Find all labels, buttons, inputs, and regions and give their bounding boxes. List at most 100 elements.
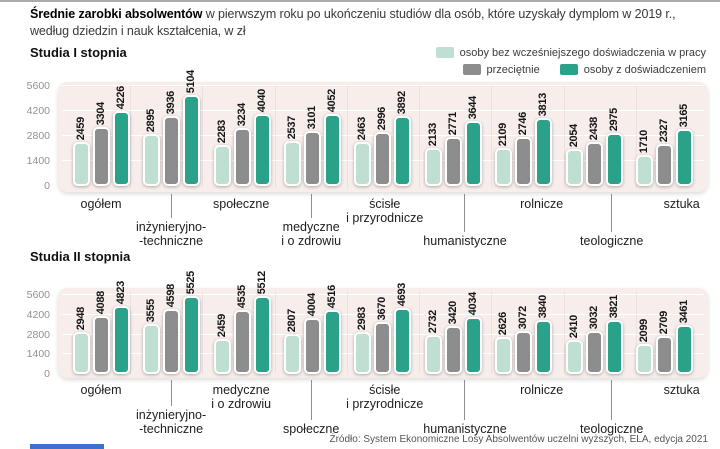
category-label-line: i o zdrowiu: [211, 397, 272, 411]
bar-group: 2099 2709 3461: [636, 300, 694, 378]
category-connector-line: [310, 380, 312, 420]
bar-series-1: [92, 316, 110, 374]
category-label-line: humanistyczne: [423, 234, 507, 248]
bar-value-label: 2410: [567, 314, 580, 338]
bar-value-label: 2054: [567, 123, 580, 147]
section-title-studia-i: Studia I stopnia: [30, 45, 127, 60]
category-label: rolnicze: [507, 194, 577, 248]
bar-group: 2948 4088 4823: [72, 281, 130, 378]
y-tick-label: 1400: [26, 155, 50, 167]
bar-value-label: 2746: [517, 111, 530, 135]
category-label: medyczne i o zdrowiu: [206, 380, 276, 436]
bar-unit: 3165: [676, 104, 694, 186]
bar-value-label: 2099: [638, 318, 651, 342]
bar-unit: 4693: [394, 283, 412, 374]
category-label-line: społeczne: [283, 422, 340, 436]
bar-unit: 4088: [92, 291, 110, 374]
group-separator: [419, 292, 421, 374]
x-axis-labels: ogółem inżynieryjno- -techniczne medyczne i …: [58, 380, 708, 436]
bar-value-label: 3304: [94, 101, 107, 125]
category-connector-line: [464, 194, 466, 232]
bar-series-0: [424, 148, 442, 186]
bar-series-2: [676, 129, 694, 186]
bar-group: 3555 4598 5525: [143, 271, 201, 378]
bar-unit: 2948: [72, 307, 90, 374]
bar-unit: 3304: [92, 101, 110, 186]
bar-unit: 3644: [464, 96, 482, 186]
group-separator: [491, 86, 493, 188]
bar-value-label: 4052: [326, 88, 339, 112]
bar-value-label: 3032: [587, 305, 600, 329]
bar-series-2: [324, 114, 342, 186]
legend-swatch-average: [462, 64, 481, 75]
group-separator: [563, 292, 565, 374]
section-title-studia-ii: Studia II stopnia: [30, 249, 131, 264]
category-label-line: -techniczne: [139, 422, 204, 436]
group-separator: [635, 292, 637, 374]
y-tick-label: 5600: [26, 80, 50, 92]
bar-value-label: 2459: [215, 313, 228, 337]
group-separator: [346, 86, 348, 188]
category-label-line: ogółem: [80, 197, 122, 211]
category-label-line: i o zdrowiu: [281, 234, 342, 248]
bar-series-1: [656, 144, 674, 186]
category-label: medyczne i o zdrowiu: [276, 194, 346, 248]
legend-label-average: przeciętnie: [486, 63, 540, 76]
bar-value-label: 3101: [306, 105, 319, 129]
source-note: Źródło: System Ekonomiczne Losy Absolwen…: [329, 434, 708, 445]
bar-unit: 1710: [636, 130, 654, 186]
bar-value-label: 3420: [446, 300, 459, 324]
bar-group: 2133 2771 3644: [424, 96, 482, 192]
bar-value-label: 3936: [165, 90, 178, 114]
y-axis: 0 1400 2800 4200 5600: [0, 80, 52, 252]
bar-unit: 2463: [354, 117, 372, 186]
bar-unit: 2975: [605, 108, 623, 186]
bar-value-label: 2537: [286, 115, 299, 139]
category-label: rolnicze: [507, 380, 577, 436]
category-label-line: i przyrodnicze: [346, 211, 424, 225]
bar-unit: 2732: [424, 310, 442, 374]
category-label-line: sztuka: [663, 197, 700, 211]
bar-series-2: [324, 310, 342, 374]
group-separator: [491, 292, 493, 374]
y-tick-label: 4200: [26, 105, 50, 117]
category-label-line: ogółem: [80, 383, 122, 397]
category-label: inżynieryjno- -techniczne: [136, 194, 206, 248]
bar-value-label: 2133: [426, 122, 439, 146]
category-connector-line: [310, 194, 312, 218]
group-separator: [563, 86, 565, 188]
legend-swatch-experienced: [559, 64, 578, 75]
bar-series-0: [565, 149, 583, 186]
bar-unit: 3821: [605, 294, 623, 374]
bar-value-label: 3821: [607, 294, 620, 318]
category-label-line: teologiczne: [580, 422, 644, 436]
bar-unit: 2996: [374, 107, 392, 186]
category-label-line: sztuka: [663, 383, 700, 397]
bar-series-2: [112, 111, 130, 186]
bar-unit: 2983: [354, 306, 372, 374]
bar-group: 2459 4535 5512: [213, 271, 271, 378]
bar-unit: 3072: [515, 306, 533, 374]
bar-series-2: [253, 114, 271, 186]
y-axis: 0 1400 2800 4200 5600: [0, 288, 52, 446]
bar-unit: 2410: [565, 314, 583, 374]
category-connector-line: [170, 380, 172, 406]
bar-series-0: [143, 134, 161, 186]
group-separator: [202, 292, 204, 374]
chart-title: Średnie zarobki absolwentów w pierwszym …: [30, 6, 678, 40]
category-label: humanistyczne: [423, 194, 507, 248]
bar-unit: 2438: [585, 117, 603, 186]
bar-series-2: [605, 320, 623, 374]
plot-area: 2948 4088 4823 3555 4598 5525 2459 4535 5512 2807…: [58, 271, 708, 378]
bar-series-0: [354, 332, 372, 374]
y-tick-label: 4200: [26, 308, 50, 321]
bar-series-0: [143, 324, 161, 374]
bar-unit: 2807: [284, 309, 302, 374]
y-tick-label: 2800: [26, 130, 50, 142]
category-label: sztuka: [647, 194, 717, 248]
bar-value-label: 2109: [497, 122, 510, 146]
bar-series-0: [213, 145, 231, 186]
gridline: [62, 313, 704, 315]
bar-value-label: 2459: [74, 116, 87, 140]
bar-value-label: 2983: [356, 306, 369, 330]
